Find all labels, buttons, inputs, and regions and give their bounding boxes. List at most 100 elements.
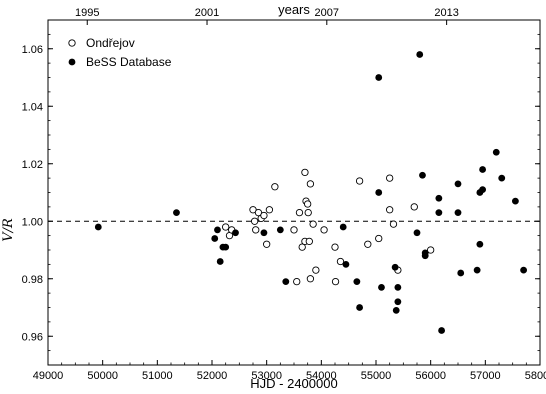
bess-point	[378, 283, 385, 291]
top-tick-label: 1995	[75, 7, 99, 19]
top-axis-label: years	[278, 2, 310, 17]
ondrejov-point	[249, 206, 257, 214]
y-tick-label: 0.98	[22, 274, 43, 286]
ondrejov-point	[375, 234, 383, 243]
top-tick-label: 2001	[195, 7, 219, 19]
ondrejov-point	[290, 226, 298, 234]
ondrejov-point	[355, 177, 364, 185]
data-points	[94, 51, 527, 334]
ondrejov-point	[222, 223, 230, 231]
bess-point	[211, 235, 219, 242]
ondrejov-point	[305, 237, 313, 246]
bess-point	[419, 171, 426, 179]
bess-point	[492, 148, 500, 156]
bess-point	[421, 249, 429, 257]
legend-marker-bess	[68, 58, 76, 66]
legend: Ondřejov BeSS Database	[68, 36, 172, 69]
y-tick-label: 1.00	[22, 216, 43, 228]
y-tick-label: 1.02	[22, 159, 43, 171]
x-tick-label: 56000	[415, 370, 446, 382]
y-tick-label: 1.06	[22, 44, 43, 56]
bess-point	[94, 223, 102, 231]
legend-label-bess: BeSS Database	[86, 55, 172, 69]
bess-point	[394, 298, 402, 306]
ondrejov-point	[410, 203, 418, 211]
ondrejov-point	[293, 277, 301, 286]
bess-point	[214, 226, 221, 234]
ondrejov-point	[295, 208, 304, 217]
x-tick-label: 49000	[33, 370, 64, 382]
ondrejov-point	[336, 257, 345, 266]
bess-point	[356, 304, 363, 311]
bess-point	[476, 240, 484, 248]
y-tick-label: 1.04	[22, 101, 43, 113]
bess-point	[392, 306, 400, 314]
x-tick-label: 55000	[361, 370, 392, 382]
bess-point	[435, 194, 443, 202]
bess-point	[413, 229, 421, 237]
x-tick-label: 51000	[142, 370, 173, 382]
ondrejov-point	[331, 243, 339, 251]
ondrejov-point	[250, 217, 259, 225]
bess-point	[173, 209, 180, 217]
legend-label-ondrejov: Ondřejov	[86, 36, 135, 50]
ondrejov-point	[312, 266, 320, 274]
bess-point	[479, 166, 486, 173]
ondrejov-point	[320, 226, 328, 234]
ondrejov-point	[304, 208, 312, 217]
x-tick-label: 52000	[197, 370, 228, 382]
y-tick-label: 0.96	[22, 331, 43, 343]
bess-point	[435, 209, 443, 217]
x-axis-label: HJD - 2400000	[250, 376, 337, 391]
bess-point	[232, 229, 239, 237]
bess-point	[216, 258, 224, 265]
x-tick-label: 58000	[525, 370, 546, 382]
ondrejov-point	[331, 277, 340, 286]
bess-point	[375, 189, 383, 196]
ondrejov-point	[386, 206, 394, 214]
ondrejov-point	[306, 275, 315, 283]
ondrejov-point	[306, 180, 315, 188]
ondrejov-point	[427, 246, 435, 254]
ondrejov-point	[309, 220, 317, 228]
bess-point	[353, 278, 361, 286]
bess-point	[454, 180, 462, 188]
ondrejov-point	[265, 206, 274, 214]
ondrejov-point	[389, 220, 398, 228]
bess-point	[391, 263, 399, 271]
bess-point	[222, 243, 230, 251]
top-tick-label: 2013	[434, 7, 458, 19]
axis-ticks: 49000 50000 51000 52000 53000 54000 55000 56000…	[22, 7, 546, 382]
bess-point	[520, 266, 527, 274]
ondrejov-point	[298, 243, 306, 251]
top-tick-label: 2007	[315, 7, 339, 19]
ondrejov-point	[254, 208, 263, 217]
ondrejov-point	[263, 240, 271, 248]
bess-point	[394, 283, 402, 291]
bess-point	[473, 266, 481, 274]
bess-point	[438, 327, 445, 334]
bess-point	[282, 278, 290, 286]
bess-point	[276, 226, 284, 234]
bess-point	[457, 269, 465, 277]
bess-point	[479, 186, 486, 194]
ondrejov-point	[252, 226, 260, 234]
x-tick-label: 50000	[87, 370, 118, 382]
x-tick-label: 57000	[470, 370, 501, 382]
x-tick-label: 53000	[251, 370, 282, 382]
y-axis-label: V/R	[1, 218, 16, 242]
bess-point	[339, 223, 347, 231]
ondrejov-point	[364, 240, 372, 248]
bess-point	[342, 260, 350, 268]
bess-point	[454, 209, 462, 217]
bess-point	[260, 229, 268, 237]
bess-point	[512, 197, 519, 205]
bess-point	[375, 74, 383, 81]
ondrejov-point	[386, 174, 394, 182]
bess-point	[416, 51, 424, 58]
ondrejov-point	[301, 168, 309, 177]
ondrejov-point	[304, 200, 312, 208]
ondrejov-point	[260, 211, 268, 220]
